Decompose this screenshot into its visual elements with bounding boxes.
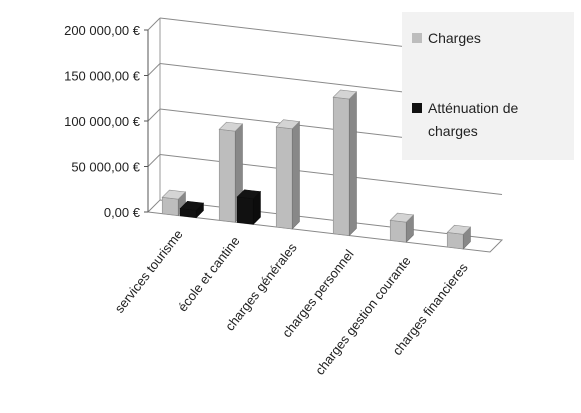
legend-label-attenuation-line2: charges xyxy=(428,123,478,139)
gridline-side xyxy=(147,17,161,31)
bar-charges xyxy=(389,212,415,243)
y-axis-tick-labels: 0,00 € 50 000,00 € 100 000,00 € 150 000,00 … xyxy=(64,23,141,220)
legend-swatch-charges xyxy=(412,33,422,43)
legend: Charges Atténuation de charges xyxy=(402,12,574,160)
y-tick-label: 50 000,00 € xyxy=(71,160,140,175)
gridline xyxy=(159,154,503,195)
y-tick-label: 0,00 € xyxy=(104,205,141,220)
gridline-side xyxy=(147,154,161,167)
legend-swatch-attenuation xyxy=(412,103,422,113)
legend-box xyxy=(402,12,574,160)
bar-charges xyxy=(446,224,472,250)
bar-attenuation xyxy=(236,189,262,226)
gridline-side xyxy=(147,108,161,122)
category-label: services tourisme xyxy=(112,227,186,316)
bar-charges xyxy=(275,119,301,230)
y-tick-label: 200 000,00 € xyxy=(64,23,141,38)
bar-attenuation xyxy=(179,200,205,219)
y-tick-label: 100 000,00 € xyxy=(64,114,141,129)
legend-label-attenuation-line1: Atténuation de xyxy=(428,100,519,116)
category-label: école et cantine xyxy=(175,233,243,314)
gridline-side xyxy=(147,63,161,76)
y-tick-label: 150 000,00 € xyxy=(64,69,141,84)
legend-label-charges: Charges xyxy=(428,30,481,46)
bars xyxy=(161,89,472,250)
bar-charges xyxy=(332,89,358,237)
